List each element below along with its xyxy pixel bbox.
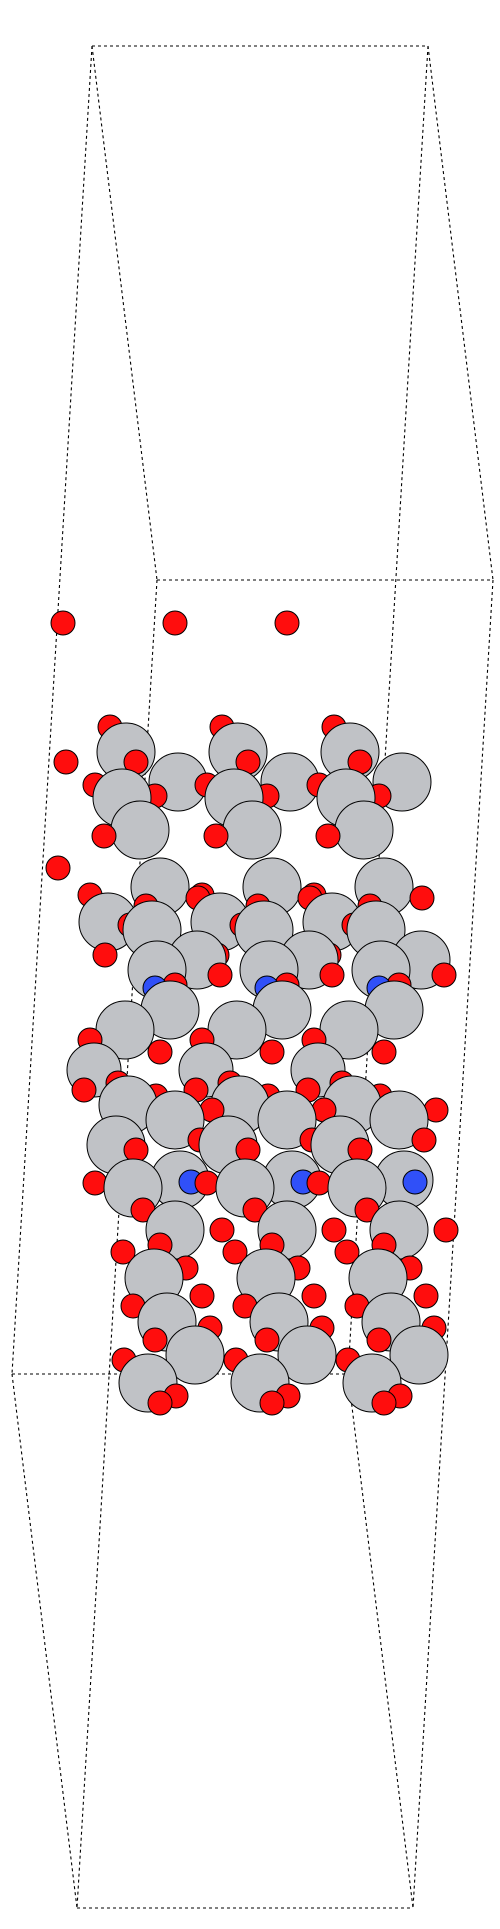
cell-edge: [11, 45, 93, 1375]
oxygen-atom: [306, 1170, 332, 1196]
oxygen-atom: [209, 1217, 235, 1243]
metal-atom: [165, 1325, 225, 1385]
oxygen-atom: [71, 1077, 97, 1103]
oxygen-atom: [411, 1127, 437, 1153]
oxygen-atom: [194, 1170, 220, 1196]
oxygen-atom: [371, 1390, 397, 1416]
oxygen-atom: [334, 1239, 360, 1265]
cell-edge: [11, 1373, 78, 1909]
cell-edge: [427, 45, 494, 581]
oxygen-atom: [203, 823, 229, 849]
oxygen-atom: [301, 1283, 327, 1309]
oxygen-atom: [82, 1170, 108, 1196]
oxygen-atom: [147, 1390, 173, 1416]
oxygen-atom: [189, 1283, 215, 1309]
metal-atom: [334, 800, 394, 860]
oxygen-atom: [45, 855, 71, 881]
oxygen-atom: [366, 1327, 392, 1353]
nitrogen-atom: [402, 1169, 428, 1195]
oxygen-atom: [207, 962, 233, 988]
oxygen-atom: [409, 885, 435, 911]
oxygen-atom: [110, 1239, 136, 1265]
oxygen-atom: [433, 1217, 459, 1243]
oxygen-atom: [162, 610, 188, 636]
oxygen-atom: [92, 942, 118, 968]
oxygen-atom: [91, 823, 117, 849]
metal-atom: [277, 1325, 337, 1385]
oxygen-atom: [259, 1390, 285, 1416]
oxygen-atom: [319, 962, 345, 988]
atoms-layer: [45, 610, 459, 1416]
oxygen-atom: [259, 1039, 285, 1065]
oxygen-atom: [274, 610, 300, 636]
oxygen-atom: [371, 1039, 397, 1065]
cell-edge: [91, 45, 158, 581]
oxygen-atom: [142, 1327, 168, 1353]
oxygen-atom: [321, 1217, 347, 1243]
oxygen-atom: [315, 823, 341, 849]
oxygen-atom: [53, 749, 79, 775]
oxygen-atom: [347, 1137, 373, 1163]
cell-edge: [347, 1373, 414, 1909]
metal-atom: [110, 800, 170, 860]
oxygen-atom: [50, 610, 76, 636]
metal-atom: [389, 1325, 449, 1385]
metal-atom: [222, 800, 282, 860]
oxygen-atom: [222, 1239, 248, 1265]
oxygen-atom: [254, 1327, 280, 1353]
oxygen-atom: [413, 1283, 439, 1309]
oxygen-atom: [147, 1039, 173, 1065]
oxygen-atom: [235, 1137, 261, 1163]
oxygen-atom: [431, 962, 457, 988]
oxygen-atom: [123, 1137, 149, 1163]
